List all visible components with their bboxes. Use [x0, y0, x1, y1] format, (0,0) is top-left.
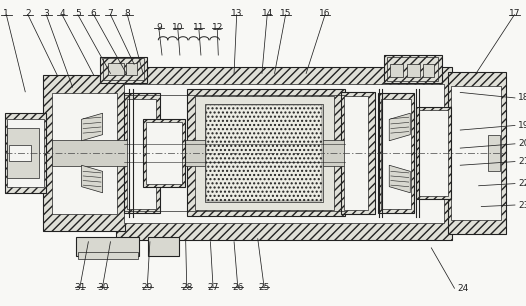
Text: 9: 9: [156, 23, 161, 32]
Text: 29: 29: [141, 283, 153, 292]
Text: 28: 28: [181, 283, 193, 292]
Bar: [124, 93, 160, 213]
Bar: [206, 105, 322, 201]
Text: 12: 12: [211, 23, 223, 32]
Text: 25: 25: [258, 283, 270, 292]
Bar: [127, 99, 156, 209]
Bar: [148, 237, 179, 256]
Bar: [341, 92, 375, 214]
Bar: [124, 84, 444, 223]
Text: 24: 24: [458, 284, 469, 293]
Bar: [78, 252, 138, 259]
Bar: [407, 64, 420, 77]
Bar: [387, 57, 438, 81]
Bar: [126, 63, 137, 75]
Text: 10: 10: [172, 23, 184, 32]
Text: 8: 8: [125, 9, 130, 18]
Text: 16: 16: [319, 9, 331, 18]
Bar: [52, 140, 357, 166]
Bar: [143, 119, 185, 187]
Text: 3: 3: [44, 9, 49, 18]
Text: 5: 5: [75, 9, 80, 18]
Text: 31: 31: [74, 283, 86, 292]
Text: 13: 13: [231, 9, 242, 18]
Bar: [195, 96, 334, 210]
Bar: [344, 96, 368, 210]
Polygon shape: [82, 165, 103, 193]
Text: 15: 15: [280, 9, 291, 18]
Text: 20: 20: [518, 139, 526, 148]
Text: 1: 1: [4, 9, 9, 18]
Text: 6: 6: [91, 9, 96, 18]
Text: 26: 26: [232, 283, 244, 292]
Polygon shape: [82, 113, 103, 141]
Text: 4: 4: [59, 9, 65, 18]
Bar: [9, 145, 31, 161]
Bar: [451, 86, 501, 220]
Text: 7: 7: [108, 9, 113, 18]
Bar: [100, 57, 147, 83]
Text: 17: 17: [509, 9, 520, 18]
Polygon shape: [389, 165, 410, 193]
Text: 2: 2: [25, 9, 31, 18]
Bar: [5, 113, 46, 193]
Text: 21: 21: [518, 157, 526, 166]
Bar: [7, 128, 39, 178]
Bar: [76, 237, 139, 256]
Bar: [416, 107, 451, 199]
Bar: [390, 64, 403, 77]
Text: 27: 27: [207, 283, 219, 292]
Text: 11: 11: [193, 23, 205, 32]
Bar: [448, 72, 506, 234]
Text: 23: 23: [518, 200, 526, 210]
Bar: [187, 89, 345, 216]
Bar: [381, 99, 411, 209]
Bar: [103, 58, 144, 80]
Text: 18: 18: [518, 93, 526, 103]
Bar: [419, 110, 448, 196]
Bar: [384, 55, 442, 83]
Text: 22: 22: [518, 179, 526, 188]
Text: 30: 30: [97, 283, 108, 292]
Text: 14: 14: [261, 9, 273, 18]
Bar: [7, 119, 44, 187]
Bar: [378, 93, 414, 213]
Bar: [205, 104, 323, 202]
Bar: [108, 63, 124, 75]
Text: 19: 19: [518, 121, 526, 130]
Bar: [146, 122, 182, 184]
Polygon shape: [389, 113, 410, 141]
Bar: [116, 67, 452, 240]
Bar: [43, 75, 125, 231]
Bar: [52, 93, 117, 214]
Bar: [488, 135, 500, 171]
Bar: [423, 64, 434, 77]
